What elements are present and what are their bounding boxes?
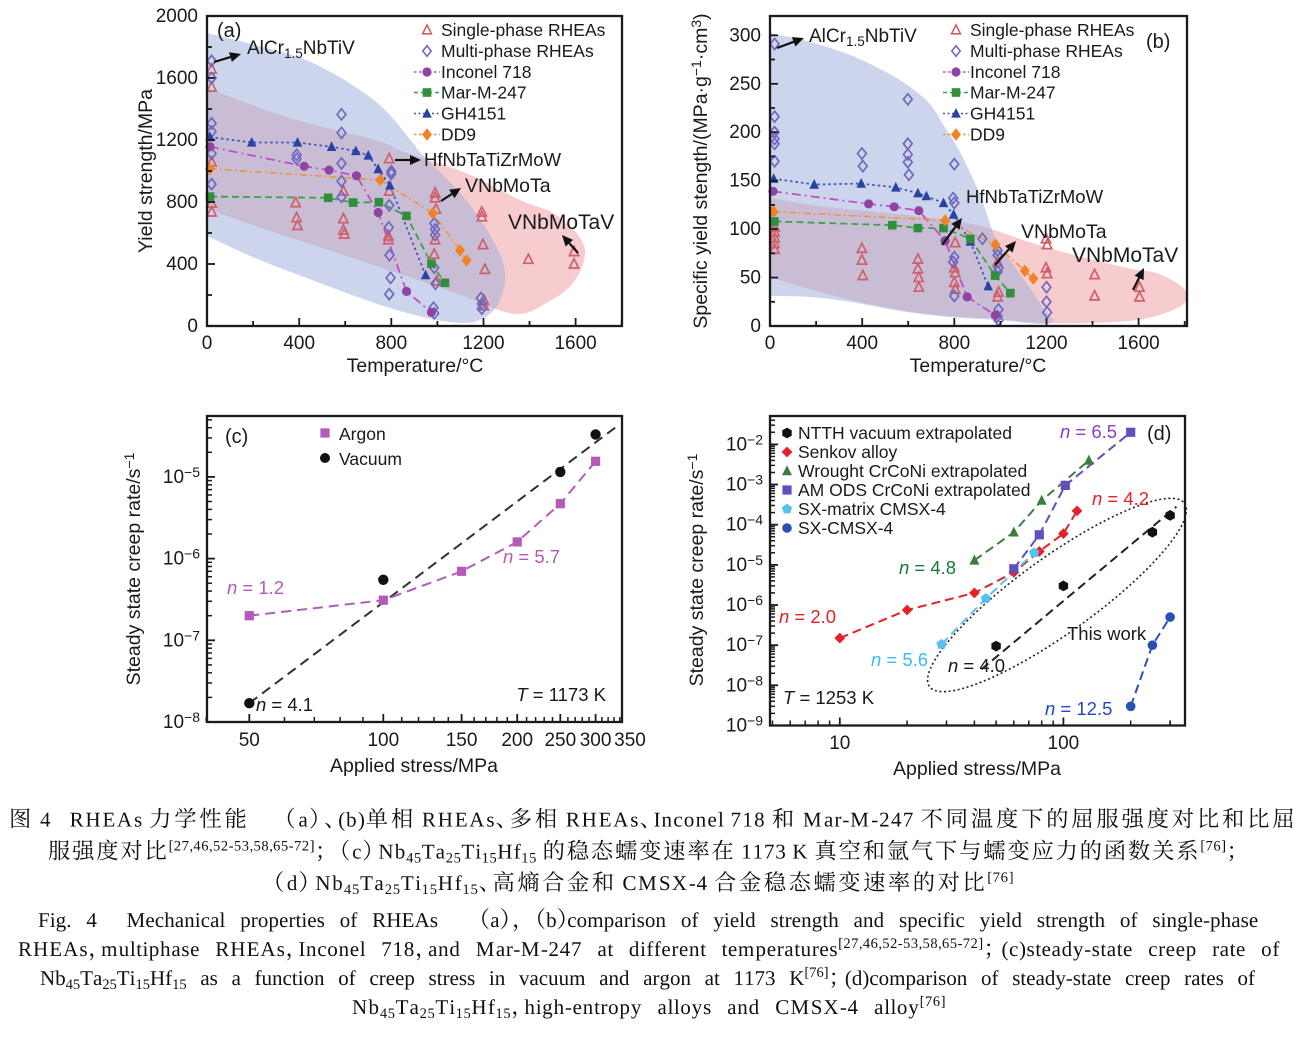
svg-text:Wrought CrCoNi extrapolated: Wrought CrCoNi extrapolated [798, 461, 1027, 481]
svg-text:1600: 1600 [554, 333, 596, 354]
svg-text:AlCr1.5NbTiV: AlCr1.5NbTiV [809, 26, 917, 49]
svg-text:400: 400 [846, 333, 878, 354]
svg-text:Vacuum: Vacuum [339, 449, 402, 469]
svg-text:AlCr1.5NbTiV: AlCr1.5NbTiV [247, 38, 355, 61]
svg-text:VNbMoTaV: VNbMoTaV [508, 211, 614, 234]
svg-text:0: 0 [187, 316, 198, 337]
svg-text:This work: This work [1067, 623, 1147, 644]
svg-text:NTTH vacuum extrapolated: NTTH vacuum extrapolated [798, 423, 1012, 443]
svg-text:Temperature/°C: Temperature/°C [347, 355, 484, 377]
svg-text:n = 4.1: n = 4.1 [256, 694, 313, 715]
svg-text:n = 5.7: n = 5.7 [503, 546, 560, 567]
svg-text:Argon: Argon [339, 424, 386, 444]
svg-text:400: 400 [283, 333, 315, 354]
svg-text:Multi-phase RHEAs: Multi-phase RHEAs [441, 41, 594, 61]
svg-text:Mar-M-247: Mar-M-247 [970, 83, 1056, 103]
svg-text:10−8: 10−8 [163, 709, 200, 733]
svg-text:300: 300 [580, 730, 612, 751]
svg-text:10−5: 10−5 [726, 552, 763, 576]
svg-text:0: 0 [202, 333, 213, 354]
svg-text:100: 100 [1048, 733, 1080, 754]
svg-text:250: 250 [729, 74, 761, 95]
svg-text:HfNbTaTiZrMoW: HfNbTaTiZrMoW [424, 149, 562, 170]
svg-text:VNbMoTaV: VNbMoTaV [1072, 244, 1178, 267]
svg-text:n = 6.5: n = 6.5 [1060, 421, 1117, 442]
svg-text:T = 1253 K: T = 1253 K [783, 687, 875, 708]
svg-text:0: 0 [765, 333, 776, 354]
svg-text:800: 800 [375, 333, 407, 354]
svg-text:Applied stress/MPa: Applied stress/MPa [893, 758, 1061, 780]
svg-text:GH4151: GH4151 [441, 104, 506, 124]
svg-text:Applied stress/MPa: Applied stress/MPa [330, 755, 498, 777]
svg-text:10−8: 10−8 [726, 672, 763, 696]
svg-text:150: 150 [729, 171, 761, 192]
svg-text:Steady state creep rate/s−1: Steady state creep rate/s−1 [684, 453, 708, 686]
svg-text:300: 300 [729, 25, 761, 46]
svg-text:2000: 2000 [156, 6, 198, 27]
svg-text:200: 200 [729, 122, 761, 143]
svg-text:100: 100 [729, 219, 761, 240]
svg-text:Temperature/°C: Temperature/°C [910, 355, 1047, 377]
svg-text:10−5: 10−5 [163, 464, 200, 488]
svg-text:Single-phase RHEAs: Single-phase RHEAs [970, 20, 1135, 40]
svg-text:VNbMoTa: VNbMoTa [1021, 221, 1107, 243]
svg-text:n = 4.2: n = 4.2 [1092, 488, 1149, 509]
svg-text:1200: 1200 [1025, 333, 1067, 354]
svg-text:(b): (b) [1146, 31, 1170, 53]
svg-text:Multi-phase RHEAs: Multi-phase RHEAs [970, 41, 1123, 61]
svg-text:Inconel 718: Inconel 718 [441, 62, 532, 82]
svg-text:1600: 1600 [1117, 333, 1159, 354]
svg-text:250: 250 [544, 730, 576, 751]
svg-text:n = 2.0: n = 2.0 [779, 606, 836, 627]
svg-text:10−6: 10−6 [163, 546, 200, 570]
svg-text:VNbMoTa: VNbMoTa [465, 175, 551, 197]
svg-text:150: 150 [446, 730, 478, 751]
svg-text:10−3: 10−3 [726, 472, 763, 496]
svg-text:1200: 1200 [156, 130, 198, 151]
svg-text:(a): (a) [217, 20, 241, 42]
svg-text:200: 200 [501, 730, 533, 751]
svg-text:n = 4.0: n = 4.0 [948, 655, 1005, 676]
svg-text:Single-phase RHEAs: Single-phase RHEAs [441, 20, 606, 40]
svg-text:(c): (c) [225, 426, 248, 448]
svg-text:n = 4.8: n = 4.8 [899, 557, 956, 578]
svg-text:Steady state creep rate/s−1: Steady state creep rate/s−1 [121, 452, 145, 685]
svg-text:400: 400 [166, 254, 198, 275]
svg-text:10−4: 10−4 [726, 512, 763, 536]
svg-text:Senkov alloy: Senkov alloy [798, 442, 897, 462]
svg-text:10−7: 10−7 [726, 632, 763, 656]
svg-text:10−7: 10−7 [163, 627, 200, 651]
svg-text:10: 10 [829, 733, 850, 754]
svg-text:AM ODS CrCoNi extrapolated: AM ODS CrCoNi extrapolated [798, 480, 1030, 500]
svg-text:n = 5.6: n = 5.6 [871, 649, 928, 670]
svg-text:DD9: DD9 [441, 125, 476, 145]
svg-text:10−2: 10−2 [726, 431, 763, 455]
svg-text:800: 800 [938, 333, 970, 354]
svg-text:350: 350 [614, 730, 646, 751]
svg-text:800: 800 [166, 192, 198, 213]
svg-text:HfNbTaTiZrMoW: HfNbTaTiZrMoW [966, 186, 1104, 207]
svg-text:10−9: 10−9 [726, 713, 763, 737]
svg-text:n = 12.5: n = 12.5 [1045, 698, 1112, 719]
svg-text:(d): (d) [1147, 423, 1171, 445]
svg-text:0: 0 [750, 316, 761, 337]
svg-text:100: 100 [367, 730, 399, 751]
svg-text:Mar-M-247: Mar-M-247 [441, 83, 527, 103]
svg-text:1200: 1200 [462, 333, 504, 354]
svg-text:Yield strength/MPa: Yield strength/MPa [135, 89, 157, 253]
svg-text:n = 1.2: n = 1.2 [227, 577, 284, 598]
svg-text:10−6: 10−6 [726, 592, 763, 616]
svg-text:T = 1173 K: T = 1173 K [516, 684, 606, 705]
svg-text:50: 50 [740, 268, 761, 289]
svg-text:SX-matrix CMSX-4: SX-matrix CMSX-4 [798, 499, 946, 519]
svg-text:50: 50 [239, 730, 260, 751]
svg-text:Specific yield stength/(MPa·g−: Specific yield stength/(MPa·g−1·cm3) [688, 13, 712, 328]
svg-text:1600: 1600 [156, 68, 198, 89]
svg-text:Inconel 718: Inconel 718 [970, 62, 1061, 82]
svg-text:DD9: DD9 [970, 125, 1005, 145]
svg-text:SX-CMSX-4: SX-CMSX-4 [798, 518, 894, 538]
svg-text:GH4151: GH4151 [970, 104, 1035, 124]
